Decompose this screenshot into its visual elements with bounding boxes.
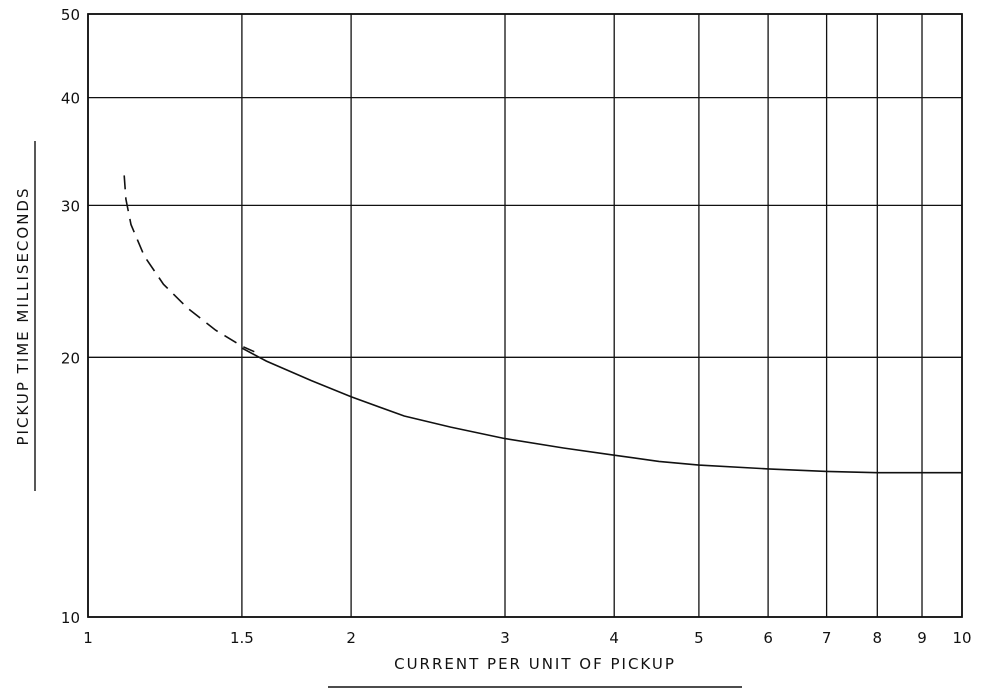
x-tick-label: 5 xyxy=(694,629,704,647)
y-tick-label: 30 xyxy=(61,197,80,215)
y-tick-labels: 10 20 30 40 50 xyxy=(61,6,80,627)
x-tick-label: 4 xyxy=(609,629,619,647)
x-tick-label: 6 xyxy=(763,629,773,647)
solid-curve-segment xyxy=(241,347,962,474)
x-tick-label: 1.5 xyxy=(230,629,254,647)
plot-frame xyxy=(87,13,963,618)
x-tick-label: 10 xyxy=(952,629,971,647)
x-tick-label: 1 xyxy=(83,629,93,647)
y-axis-title: PICKUP TIME MILLISECONDS xyxy=(14,186,32,445)
x-tick-label: 9 xyxy=(917,629,927,647)
x-tick-labels: 1 1.5 2 3 4 5 6 7 8 9 10 xyxy=(83,629,971,647)
x-tick-label: 8 xyxy=(873,629,883,647)
y-tick-label: 40 xyxy=(61,90,80,108)
dashed-curve-segment xyxy=(123,175,255,353)
x-tick-label: 3 xyxy=(500,629,510,647)
curves xyxy=(123,175,962,474)
x-axis-title: CURRENT PER UNIT OF PICKUP xyxy=(394,655,676,673)
y-tick-label: 50 xyxy=(61,6,80,24)
x-tick-label: 2 xyxy=(346,629,356,647)
grid-lines xyxy=(87,13,963,618)
y-tick-label: 10 xyxy=(61,609,80,627)
y-tick-label: 20 xyxy=(61,349,80,367)
x-tick-label: 7 xyxy=(822,629,832,647)
